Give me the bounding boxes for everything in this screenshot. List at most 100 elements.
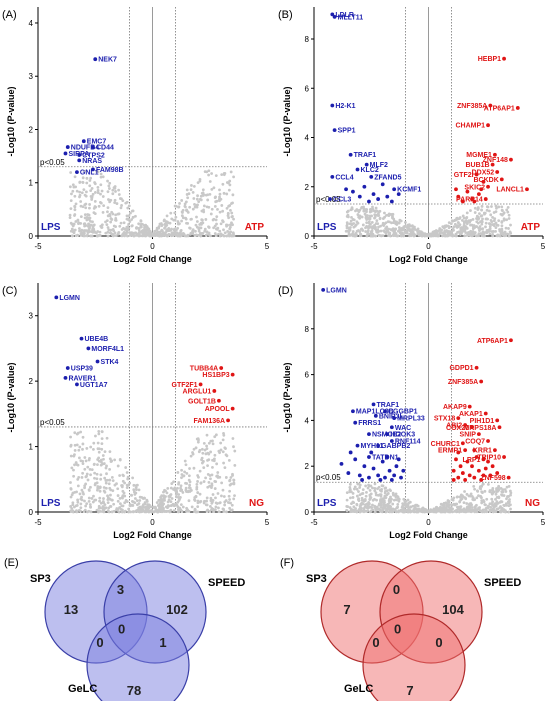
- ns-point: [130, 231, 134, 235]
- ns-point: [172, 218, 176, 222]
- ns-point: [180, 468, 183, 472]
- ns-point: [79, 200, 83, 203]
- venn-count-sp3-only: 13: [64, 602, 78, 617]
- ns-point: [204, 452, 208, 456]
- significant-point: [344, 187, 348, 192]
- ns-point: [111, 228, 115, 231]
- ns-point: [183, 204, 187, 208]
- ns-point: [155, 228, 159, 232]
- ns-point: [69, 229, 73, 233]
- significant-point: [495, 471, 500, 475]
- significant-point: [348, 152, 353, 157]
- ns-point: [123, 494, 127, 498]
- ns-point: [100, 442, 104, 446]
- ns-point: [504, 233, 508, 237]
- ns-point: [201, 191, 205, 195]
- ns-point: [92, 463, 96, 466]
- ns-point: [128, 503, 132, 506]
- ns-point: [217, 510, 221, 514]
- ns-point: [118, 474, 122, 477]
- significant-point: [456, 194, 461, 199]
- ns-point: [507, 213, 511, 217]
- ns-point: [223, 503, 227, 507]
- ns-point: [194, 233, 198, 237]
- ns-point: [85, 218, 89, 222]
- ns-point: [82, 492, 85, 496]
- ns-point: [183, 202, 187, 206]
- ns-point: [205, 444, 209, 448]
- x-tick-label: -5: [310, 242, 318, 251]
- ns-point: [352, 501, 356, 505]
- ns-point: [89, 445, 93, 449]
- ns-point: [228, 483, 232, 487]
- ns-point: [350, 215, 353, 219]
- ns-point: [165, 234, 169, 238]
- ns-point: [145, 500, 149, 503]
- ns-point: [177, 481, 181, 484]
- significant-point: [474, 455, 479, 459]
- ns-point: [214, 218, 218, 222]
- point-label: SPP1: [338, 128, 356, 135]
- left-condition-label: LPS: [41, 222, 61, 233]
- ns-point: [79, 506, 83, 510]
- ns-point: [470, 495, 474, 498]
- ns-point: [71, 501, 75, 505]
- ns-point: [106, 234, 110, 238]
- ns-point: [90, 187, 94, 190]
- significant-point: [385, 194, 390, 199]
- ns-point: [346, 222, 349, 226]
- significant-point: [470, 197, 474, 201]
- ns-point: [180, 219, 183, 223]
- ns-point: [213, 196, 217, 200]
- ns-point: [364, 484, 368, 488]
- point-label: GTF2I: [454, 172, 474, 179]
- ns-point: [466, 505, 469, 509]
- ns-point: [96, 463, 99, 467]
- ns-point: [210, 501, 214, 505]
- ns-point: [92, 494, 95, 498]
- significant-point: [470, 464, 474, 469]
- ns-point: [120, 228, 124, 231]
- significant-point: [483, 411, 488, 416]
- ns-point: [399, 227, 403, 231]
- ns-point: [196, 505, 200, 509]
- significant-point: [476, 468, 481, 473]
- ns-point: [155, 501, 159, 504]
- ns-point: [208, 505, 212, 508]
- ns-point: [78, 190, 82, 194]
- ns-point: [200, 458, 203, 462]
- ns-point: [101, 454, 105, 457]
- ns-point: [69, 495, 73, 499]
- point-label: AKAP1: [459, 411, 483, 418]
- ns-point: [97, 204, 101, 208]
- ns-point: [78, 456, 81, 460]
- ns-point: [196, 480, 199, 483]
- ns-point: [351, 508, 355, 512]
- ns-point: [196, 194, 199, 198]
- ns-point: [349, 226, 352, 229]
- ns-point: [228, 231, 232, 235]
- ns-point: [487, 229, 491, 233]
- ns-point: [186, 233, 190, 237]
- ns-point: [128, 481, 131, 485]
- ns-point: [441, 234, 445, 238]
- ns-point: [367, 500, 371, 504]
- ns-point: [379, 229, 383, 233]
- ns-point: [463, 490, 466, 493]
- ns-point: [500, 220, 504, 224]
- ns-point: [116, 487, 120, 491]
- significant-point: [483, 197, 488, 201]
- ns-point: [460, 232, 463, 235]
- ns-point: [86, 478, 90, 482]
- ns-point: [227, 458, 231, 462]
- ns-point: [363, 505, 367, 509]
- ns-point: [69, 481, 72, 484]
- y-tick-label: 6: [305, 84, 310, 93]
- ns-point: [174, 490, 178, 494]
- ns-point: [363, 212, 367, 216]
- ns-point: [92, 441, 96, 445]
- ns-point: [494, 492, 498, 496]
- ns-point: [199, 499, 203, 503]
